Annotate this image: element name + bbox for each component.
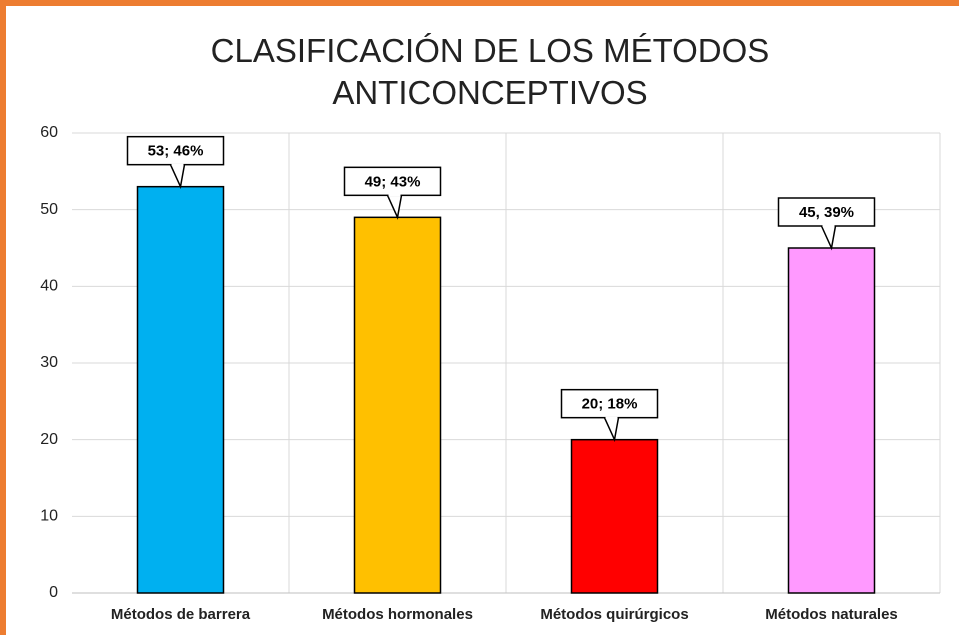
x-tick-label: Métodos de barrera (111, 606, 251, 623)
y-tick-label: 60 (40, 124, 58, 141)
y-tick-label: 30 (40, 354, 58, 371)
value-label: 53; 46% (148, 143, 204, 160)
x-tick-label: Métodos quirúrgicos (540, 606, 688, 623)
callout-pointer (386, 195, 403, 220)
y-tick-label: 50 (40, 201, 58, 218)
y-tick-label: 20 (40, 431, 58, 448)
value-label: 20; 18% (582, 396, 638, 413)
chart-title: CLASIFICACIÓN DE LOS MÉTODOS ANTICONCEPT… (210, 32, 770, 111)
x-tick-label: Métodos naturales (765, 606, 898, 623)
bar (787, 247, 876, 594)
callout-pointer (169, 164, 186, 190)
value-label: 49; 43% (365, 173, 421, 190)
value-label: 45, 39% (799, 204, 854, 221)
callout-pointer (820, 225, 837, 251)
y-tick-label: 0 (49, 584, 58, 601)
callout-box (343, 166, 442, 197)
callout-pointer (603, 417, 620, 443)
y-tick-label: 40 (40, 278, 58, 295)
x-tick-label: Métodos hormonales (322, 606, 473, 623)
bar (570, 438, 659, 594)
bar (353, 216, 442, 594)
y-tick-label: 10 (40, 508, 58, 525)
bar (136, 185, 225, 594)
